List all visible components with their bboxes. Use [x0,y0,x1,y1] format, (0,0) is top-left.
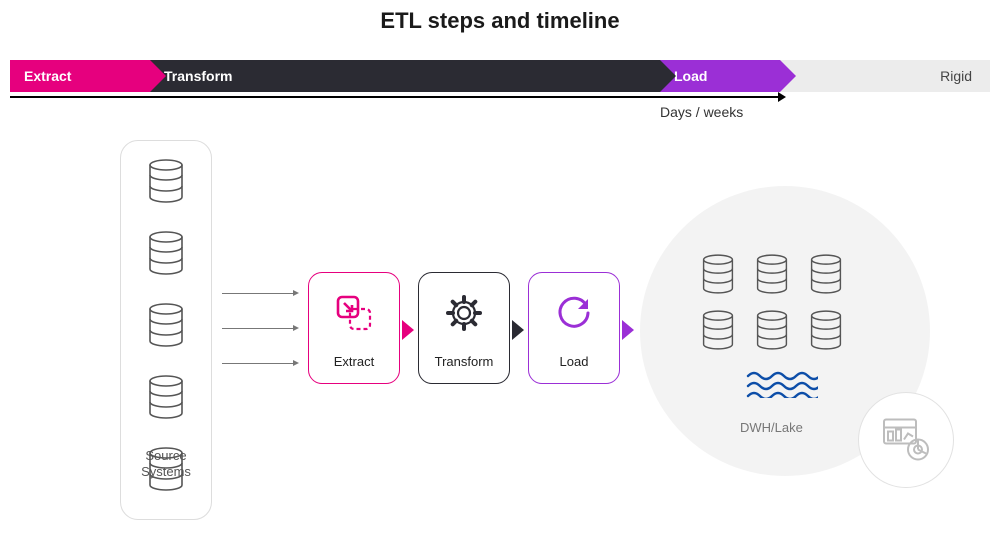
step-card-label: Transform [419,354,509,369]
arrow-right-icon [222,293,294,294]
database-icon [146,303,186,347]
database-icon [700,310,736,350]
database-icon [146,231,186,275]
chevron-right-icon [512,320,524,340]
reload-icon [552,291,596,340]
database-icon [754,254,790,294]
timeline-seg-rigid: Rigid [780,60,990,92]
gear-icon [442,291,486,340]
timeline-seg-label: Load [674,60,707,92]
step-card-transform: Transform [418,272,510,384]
analytics-circle [858,392,954,488]
timeline-seg-label: Extract [24,60,71,92]
chevron-right-icon [622,320,634,340]
step-card-label: Load [529,354,619,369]
database-icon [808,254,844,294]
chevron-right-icon [402,320,414,340]
analytics-icon [878,410,934,471]
timeline-axis [10,96,780,98]
timeline-seg-label: Rigid [940,60,972,92]
timeline-caption: Days / weeks [660,104,743,120]
timeline-seg-extract: Extract [10,60,150,92]
database-icon [700,254,736,294]
source-systems-label: SourceSystems [120,448,212,481]
database-icon [754,310,790,350]
timeline-seg-label: Transform [164,60,232,92]
dwh-label: DWH/Lake [740,420,803,435]
timeline-seg-transform: Transform [150,60,660,92]
timeline-bar: Extract Transform Load Rigid [10,60,990,92]
step-card-label: Extract [309,354,399,369]
arrow-right-icon [222,328,294,329]
page-title: ETL steps and timeline [0,8,1000,34]
database-icon [146,159,186,203]
arrow-right-icon [222,363,294,364]
arrow-right-icon [778,92,786,102]
step-card-load: Load [528,272,620,384]
wave-icon [746,370,818,403]
timeline-seg-load: Load [660,60,780,92]
database-icon [146,375,186,419]
step-card-extract: Extract [308,272,400,384]
database-icon [808,310,844,350]
extract-icon [332,291,376,340]
